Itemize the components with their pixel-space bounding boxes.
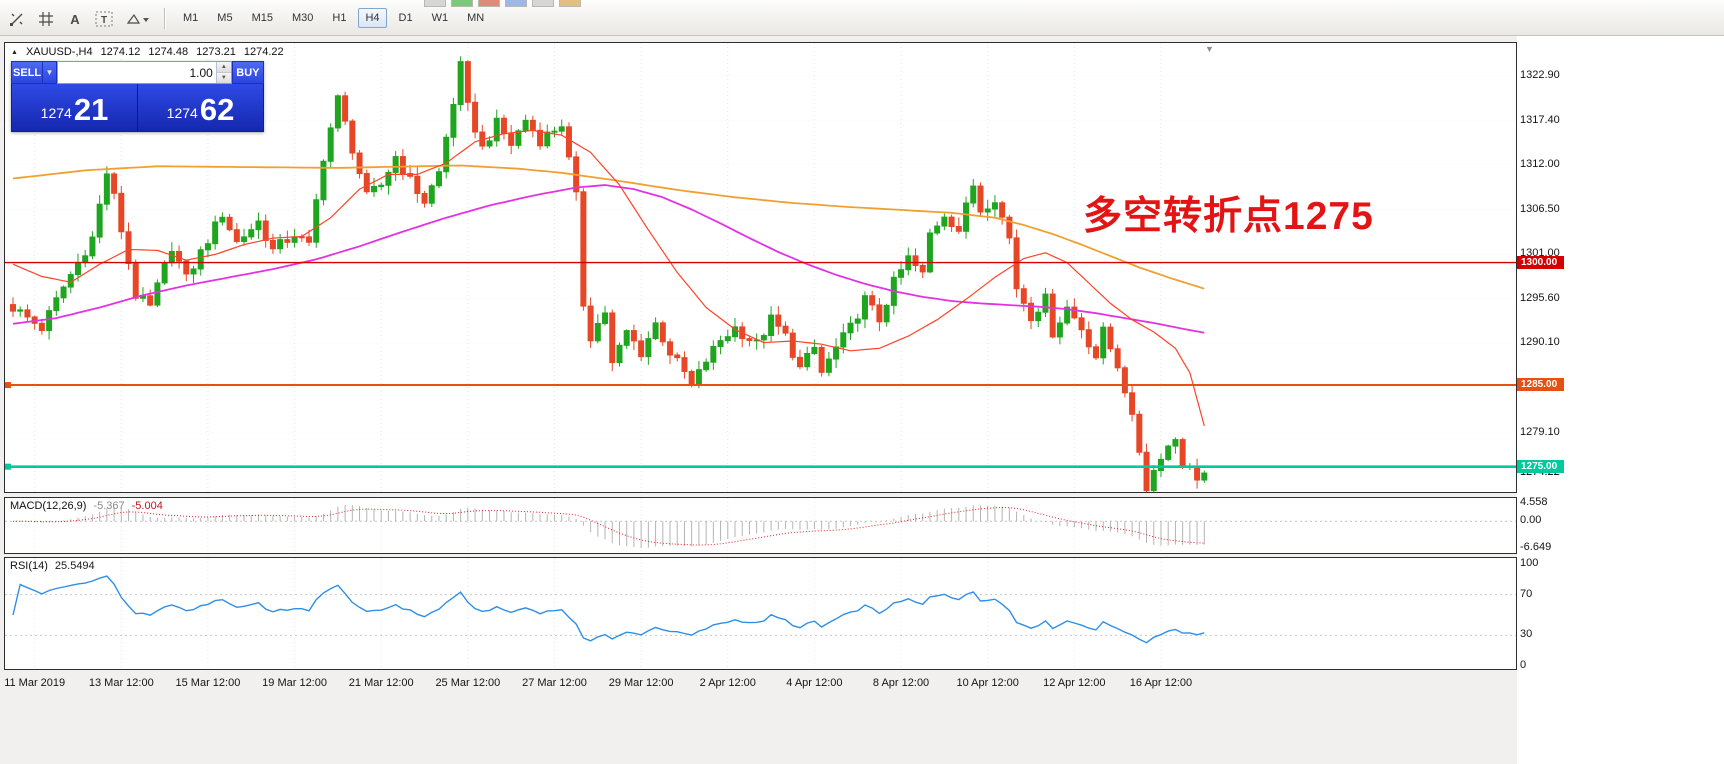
cropped-toolbar-icon [478, 0, 500, 7]
order-options-dropdown[interactable]: ▼ [43, 61, 57, 84]
ohlc-close: 1274.22 [243, 46, 284, 58]
toolbar-separator [164, 8, 165, 29]
gridlines-icon[interactable] [35, 8, 57, 30]
price-line-badge: 1285.00 [1517, 378, 1564, 392]
timeframe-m15[interactable]: M15 [251, 12, 273, 24]
macd-tick-label: 4.558 [1520, 496, 1548, 508]
time-tick-label: 8 Apr 12:00 [872, 677, 930, 689]
buy-button[interactable]: BUY [231, 61, 264, 84]
time-tick-label: 25 Mar 12:00 [435, 677, 501, 689]
macd-signal-value: -5.004 [131, 500, 163, 512]
time-axis[interactable]: 11 Mar 2019 13 Mar 12:00 15 Mar 12:00 19 Ma… [4, 671, 1517, 697]
price-shift-marker-icon[interactable]: ▼ [1205, 44, 1214, 54]
timeframe-h4[interactable]: H4 [358, 8, 387, 28]
one-click-trading-widget: SELL ▼ ▲ ▼ BUY 1274 21 1274 62 [11, 61, 264, 132]
price-line-badge: 1300.00 [1517, 255, 1564, 269]
drawing-tools-group: A T [6, 8, 154, 30]
cropped-toolbar-icon [505, 0, 527, 7]
time-tick-label: 11 Mar 2019 [4, 677, 66, 689]
symbol-timeframe-label: XAUUSD-,H4 [25, 46, 93, 58]
macd-label: MACD(12,26,9) -5.367 -5.004 [10, 500, 163, 512]
time-tick-label: 4 Apr 12:00 [786, 677, 843, 689]
price-tick-label: 1306.50 [1520, 202, 1560, 215]
price-tick-label: 1290.10 [1520, 336, 1560, 349]
cropped-toolbar-icon [451, 0, 473, 7]
volume-decrease-button[interactable]: ▼ [216, 73, 231, 83]
volume-field: ▲ ▼ [56, 61, 232, 84]
shapes-dropdown-icon[interactable] [122, 8, 154, 30]
candlestick-chart-canvas[interactable] [5, 43, 1516, 492]
cropped-toolbar-icon [424, 0, 446, 7]
chart-title: ▲ XAUUSD-,H4 1274.12 1274.48 1273.21 127… [11, 46, 284, 58]
chart-text-annotation[interactable]: 多空转折点1275 [1083, 195, 1374, 238]
rsi-tick-label: 100 [1520, 557, 1539, 569]
time-tick-label: 27 Mar 12:00 [522, 677, 587, 689]
timeframe-m5[interactable]: M5 [217, 12, 233, 24]
rsi-tick-label: 70 [1520, 587, 1533, 600]
rsi-tick-label: 0 [1520, 659, 1527, 671]
svg-text:T: T [101, 15, 107, 26]
ohlc-open: 1274.12 [100, 46, 141, 58]
macd-panel[interactable]: MACD(12,26,9) -5.367 -5.004 [4, 497, 1517, 554]
rsi-tick-label: 30 [1520, 628, 1533, 641]
time-tick-label: 12 Apr 12:00 [1043, 677, 1106, 689]
volume-increase-button[interactable]: ▲ [216, 62, 231, 73]
cropped-toolbar-icon [532, 0, 554, 7]
text-label-icon[interactable]: A [70, 11, 80, 27]
rsi-label: RSI(14) 25.5494 [10, 560, 95, 572]
time-tick-label: 21 Mar 12:00 [348, 677, 414, 689]
rsi-panel[interactable]: RSI(14) 25.5494 [4, 557, 1517, 670]
time-tick-label: 10 Apr 12:00 [956, 677, 1019, 689]
time-tick-label: 19 Mar 12:00 [262, 677, 327, 689]
timeframe-m1[interactable]: M1 [183, 12, 199, 24]
time-tick-label: 13 Mar 12:00 [88, 677, 154, 689]
rsi-chart-canvas[interactable] [5, 558, 1516, 669]
volume-input[interactable] [57, 62, 216, 83]
ohlc-low: 1273.21 [196, 46, 236, 58]
price-tick-label: 1295.60 [1520, 291, 1560, 304]
price-line-badge: 1275.00 [1517, 459, 1564, 473]
symbol-marker-icon: ▲ [11, 48, 18, 56]
timeframe-w1[interactable]: W1 [431, 12, 449, 24]
cropped-toolbar-icon [559, 0, 581, 7]
timeframe-h1[interactable]: H1 [332, 12, 347, 24]
price-tick-label: 1312.00 [1520, 157, 1560, 170]
timeframe-mn[interactable]: MN [467, 12, 485, 24]
time-tick-label: 29 Mar 12:00 [608, 677, 674, 689]
volume-spinner: ▲ ▼ [215, 62, 231, 83]
main-chart-panel[interactable]: ▲ XAUUSD-,H4 1274.12 1274.48 1273.21 127… [4, 42, 1517, 493]
price-tick-label: 1317.40 [1520, 113, 1560, 126]
sell-button[interactable]: SELL [11, 61, 44, 84]
macd-tick-label: 0.00 [1520, 514, 1542, 527]
chevron-down-icon: ▼ [45, 68, 54, 77]
time-tick-label: 2 Apr 12:00 [699, 677, 756, 689]
macd-chart-canvas[interactable] [5, 498, 1516, 553]
buy-price-display[interactable]: 1274 62 [166, 92, 235, 127]
timeframe-buttons: M1 M5 M15 M30 H1 H4 D1 W1 MN [176, 8, 491, 28]
price-axis[interactable]: 1322.90 1317.40 1312.00 1306.50 1301.00 1295.… [1517, 36, 1724, 764]
sell-price-display[interactable]: 1274 21 [40, 92, 109, 127]
ohlc-high: 1274.48 [148, 46, 189, 58]
crosshair-icon[interactable] [6, 8, 28, 30]
text-frame-icon[interactable]: T [93, 8, 115, 30]
rsi-value: 25.5494 [54, 560, 95, 572]
macd-main-value: -5.367 [93, 500, 125, 512]
timeframe-m30[interactable]: M30 [291, 12, 314, 24]
timeframe-d1[interactable]: D1 [398, 12, 413, 24]
price-divider [137, 84, 138, 131]
macd-tick-label: -6.649 [1520, 541, 1552, 553]
price-tick-label: 1322.90 [1520, 68, 1560, 81]
time-tick-label: 16 Apr 12:00 [1129, 677, 1193, 689]
rsi-name: RSI(14) [10, 560, 48, 572]
time-tick-label: 15 Mar 12:00 [175, 677, 241, 689]
main-toolbar: A T M1 M5 M15 M30 H1 H4 D1 W1 MN [0, 0, 1724, 36]
macd-name: MACD(12,26,9) [10, 500, 87, 512]
price-tick-label: 1279.10 [1520, 426, 1560, 439]
